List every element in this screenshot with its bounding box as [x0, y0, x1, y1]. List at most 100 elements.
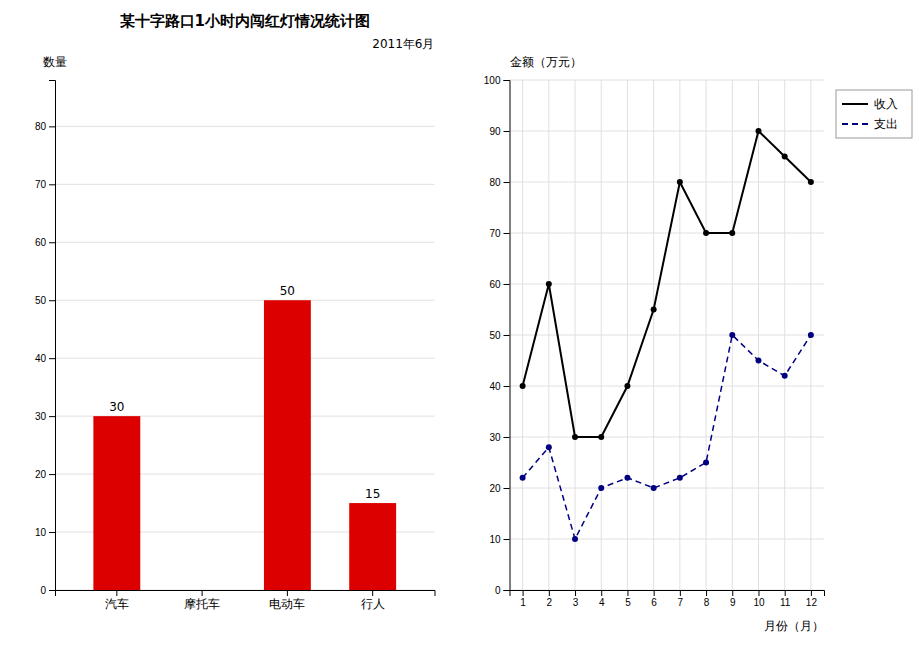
- point: [572, 536, 578, 542]
- tick-mark: [504, 182, 510, 183]
- y-axis: 0102030405060708090100: [484, 75, 510, 596]
- tick-mark: [49, 416, 55, 417]
- tick-mark: [732, 590, 733, 596]
- tick-mark: [49, 126, 55, 127]
- tick: 7: [678, 590, 684, 608]
- tick-label: 80: [489, 177, 501, 188]
- tick-mark: [706, 590, 707, 596]
- grid-line: [706, 80, 707, 590]
- grid-line: [575, 80, 576, 590]
- plot-area: 0102030405060708090100123456789101112金额（…: [484, 55, 912, 633]
- legend: 收入支出: [836, 90, 912, 138]
- line: [523, 131, 811, 437]
- tick-mark: [49, 590, 55, 591]
- plot-area: 01020304050607080汽车摩托车电动车行人数量305015: [35, 55, 435, 611]
- tick: 汽车: [105, 590, 129, 611]
- tick: 4: [599, 590, 605, 608]
- bar: [264, 300, 311, 590]
- tick: 8: [704, 590, 710, 608]
- point: [624, 475, 630, 481]
- series: [520, 128, 814, 542]
- grid-line: [510, 80, 825, 81]
- grid-line: [601, 80, 602, 590]
- data-label: 50: [280, 284, 295, 298]
- point: [598, 485, 604, 491]
- point: [624, 383, 630, 389]
- tick-label: 30: [489, 432, 501, 443]
- tick: 摩托车: [184, 590, 220, 611]
- tick-mark: [504, 335, 510, 336]
- tick: 30: [35, 411, 55, 422]
- point: [729, 332, 735, 338]
- grid-line: [55, 242, 435, 243]
- tick-label: 4: [599, 597, 605, 608]
- tick: 80: [35, 121, 55, 132]
- legend-label: 收入: [874, 97, 898, 111]
- tick-label: 10: [35, 527, 47, 538]
- tick: 40: [489, 381, 509, 392]
- tick: 10: [489, 534, 509, 545]
- tick-label: 8: [704, 597, 710, 608]
- tick-label: 0: [40, 585, 46, 596]
- tick-label: 40: [35, 353, 47, 364]
- tick: 10: [753, 590, 765, 608]
- page: 某十字路口1小时内闯红灯情况统计图2011年6月0102030405060708…: [0, 0, 919, 650]
- point: [782, 373, 788, 379]
- tick-label: 12: [806, 597, 818, 608]
- tick: 50: [35, 295, 55, 306]
- tick-mark: [504, 233, 510, 234]
- tick-mark: [654, 590, 655, 596]
- tick-label: 电动车: [269, 597, 305, 611]
- tick-label: 80: [35, 121, 47, 132]
- tick-mark: [49, 358, 55, 359]
- point: [703, 230, 709, 236]
- tick-mark: [372, 590, 373, 596]
- tick-mark: [785, 590, 786, 596]
- tick: 70: [489, 228, 509, 239]
- x-axis: 123456789101112: [510, 590, 825, 608]
- grid-line: [55, 184, 435, 185]
- tick-mark: [504, 437, 510, 438]
- grid-line: [522, 80, 523, 590]
- tick: 5: [625, 590, 631, 608]
- point: [808, 179, 814, 185]
- y-axis-label: 金额（万元）: [510, 55, 582, 69]
- y-axis: 01020304050607080: [35, 81, 56, 596]
- grid-line: [548, 80, 549, 590]
- data-label: 15: [365, 487, 380, 501]
- tick-mark: [49, 300, 55, 301]
- tick-label: 3: [573, 597, 579, 608]
- tick: 1: [520, 590, 526, 608]
- point: [520, 475, 526, 481]
- grid-line: [510, 488, 825, 489]
- grid-line: [510, 233, 825, 234]
- chart: 某十字路口1小时内闯红灯情况统计图2011年6月0102030405060708…: [35, 12, 435, 611]
- tick-label: 0: [495, 585, 501, 596]
- tick: 100: [484, 75, 510, 86]
- tick: 50: [489, 330, 509, 341]
- grid-line: [653, 80, 654, 590]
- point: [782, 154, 788, 160]
- tick-label: 20: [35, 469, 47, 480]
- tick-label: 70: [35, 179, 47, 190]
- tick-mark: [627, 590, 628, 596]
- tick-label: 1: [520, 597, 526, 608]
- grid: [55, 126, 435, 590]
- tick: 3: [573, 590, 579, 608]
- tick: 20: [35, 469, 55, 480]
- tick-label: 行人: [361, 597, 385, 611]
- tick-label: 10: [753, 597, 765, 608]
- tick-label: 11: [780, 597, 791, 608]
- point: [808, 332, 814, 338]
- tick: 2: [547, 590, 553, 608]
- point: [755, 128, 761, 134]
- grid: [510, 80, 825, 590]
- tick-label: 20: [489, 483, 501, 494]
- grid-line: [55, 358, 435, 359]
- line: [523, 335, 811, 539]
- tick: 行人: [361, 590, 385, 611]
- grid-line: [758, 80, 759, 590]
- grid-line: [510, 437, 825, 438]
- tick-label: 2: [547, 597, 553, 608]
- tick: 80: [489, 177, 509, 188]
